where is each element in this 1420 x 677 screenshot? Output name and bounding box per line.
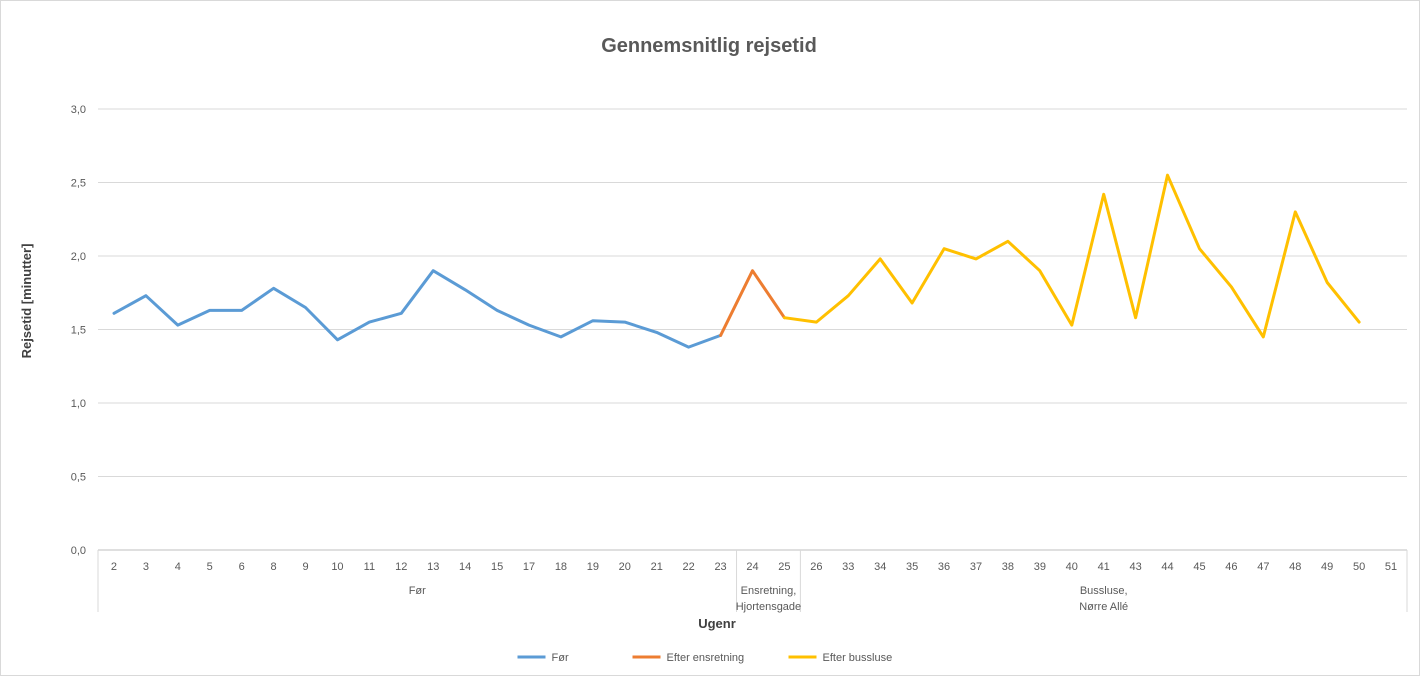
x-tick-label: 48: [1289, 561, 1301, 573]
x-tick-label: 12: [395, 561, 407, 573]
legend-label: Før: [552, 652, 569, 664]
y-tick-label: 2,5: [71, 178, 86, 190]
x-tick-label: 4: [175, 561, 181, 573]
y-tick-label: 0,0: [71, 545, 86, 557]
group-label: Bussluse,: [1080, 585, 1128, 597]
x-tick-label: 33: [842, 561, 854, 573]
x-tick-label: 19: [587, 561, 599, 573]
legend: Før Efter ensretning Efter bussluse: [517, 652, 893, 664]
x-tick-label: 47: [1257, 561, 1269, 573]
legend-label: Efter bussluse: [823, 652, 893, 664]
x-tick-label: 49: [1321, 561, 1333, 573]
x-tick-label: 44: [1161, 561, 1173, 573]
series-lines: [112, 173, 1361, 349]
x-tick-label: 51: [1385, 561, 1397, 573]
legend-item: Efter ensretning: [632, 652, 745, 664]
series-line: [112, 269, 723, 349]
gridlines: [98, 108, 1407, 551]
x-tick-label: 43: [1129, 561, 1141, 573]
x-tick-label: 2: [111, 561, 117, 573]
x-tick-label: 6: [239, 561, 245, 573]
x-tick-label: 36: [938, 561, 950, 573]
x-tick-label: 23: [714, 561, 726, 573]
x-tick-label: 9: [302, 561, 308, 573]
y-tick-label: 1,0: [71, 398, 86, 410]
x-tick-label: 10: [331, 561, 343, 573]
x-tick-label: 35: [906, 561, 918, 573]
group-label: Ensretning,: [741, 585, 797, 597]
x-tick-label: 41: [1098, 561, 1110, 573]
x-tick-label: 26: [810, 561, 822, 573]
group-label: Hjortensgade: [736, 601, 801, 613]
legend-item: Før: [517, 652, 569, 664]
x-tick-label: 11: [364, 561, 375, 573]
group-label: Før: [409, 585, 426, 597]
x-tick-label: 3: [143, 561, 149, 573]
x-axis-title: Ugenr: [698, 616, 736, 631]
x-tick-label: 22: [683, 561, 695, 573]
y-tick-label: 3,0: [71, 104, 86, 116]
x-tick-label: 13: [427, 561, 439, 573]
y-axis: 0,0 0,5 1,0 1,5 2,0 2,5 3,0: [71, 104, 86, 557]
x-tick-label: 17: [523, 561, 535, 573]
x-tick-label: 18: [555, 561, 567, 573]
legend-label: Efter ensretning: [667, 652, 745, 664]
x-axis: 2 3 4 5 6 8 9 10 11 12 13 14 15 17 18 19 20 21 22 23 24 25 26 3…: [97, 550, 1408, 613]
y-tick-label: 0,5: [71, 472, 86, 484]
x-tick-label: 15: [491, 561, 503, 573]
chart-title: Gennemsnitlig rejsetid: [601, 35, 817, 57]
x-tick-label: 24: [746, 561, 758, 573]
y-tick-label: 2,0: [71, 251, 86, 263]
legend-item: Efter bussluse: [788, 652, 893, 664]
y-tick-label: 1,5: [71, 325, 86, 337]
x-tick-label: 8: [271, 561, 277, 573]
x-tick-label: 20: [619, 561, 631, 573]
x-tick-label: 45: [1193, 561, 1205, 573]
group-label: Nørre Allé: [1079, 601, 1128, 613]
x-tick-label: 40: [1066, 561, 1078, 573]
x-tick-label: 50: [1353, 561, 1365, 573]
x-tick-label: 37: [970, 561, 982, 573]
x-tick-label: 46: [1225, 561, 1237, 573]
x-tick-label: 39: [1034, 561, 1046, 573]
x-tick-label: 14: [459, 561, 471, 573]
y-axis-title: Rejsetid [minutter]: [19, 244, 34, 359]
x-tick-label: 25: [778, 561, 790, 573]
x-tick-label: 38: [1002, 561, 1014, 573]
x-tick-label: 34: [874, 561, 886, 573]
x-tick-label: 21: [651, 561, 663, 573]
series-line: [782, 173, 1361, 339]
series-line: [719, 269, 786, 337]
x-tick-label: 5: [207, 561, 213, 573]
